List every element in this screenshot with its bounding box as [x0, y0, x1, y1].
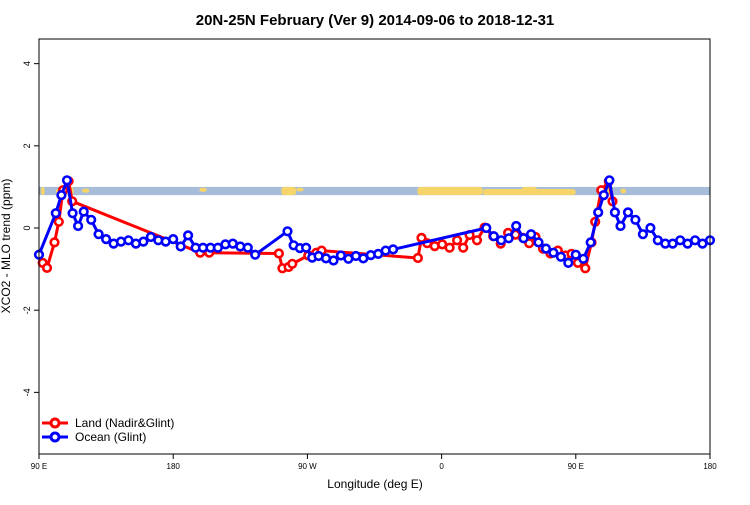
- legend-item-ocean: Ocean (Glint): [42, 430, 146, 444]
- ocean-data-point: [570, 249, 581, 260]
- chart-title: 20N-25N February (Ver 9) 2014-09-06 to 2…: [196, 12, 555, 29]
- land-data-point: [49, 237, 60, 248]
- legend-ocean-label: Ocean (Glint): [75, 430, 146, 444]
- ocean-data-point: [301, 242, 312, 253]
- ocean-data-point: [488, 231, 499, 242]
- ocean-data-point: [175, 241, 186, 252]
- ocean-data-point: [518, 233, 529, 244]
- ocean-data-point: [585, 237, 596, 248]
- ocean-data-point: [78, 206, 89, 217]
- ocean-data-point: [388, 244, 399, 255]
- x-tick-label: 90 E: [31, 462, 47, 471]
- ocean-data-point: [72, 220, 84, 232]
- ocean-data-point: [328, 255, 339, 266]
- legend-land-swatch-marker: [49, 417, 61, 429]
- land-data-point: [412, 252, 424, 264]
- legend-ocean-swatch-marker: [49, 431, 61, 443]
- land-region: [199, 187, 207, 192]
- ocean-data-point: [555, 251, 567, 262]
- legend: Land (Nadir&Glint) Ocean (Glint): [42, 416, 174, 444]
- ocean-data-point: [637, 229, 649, 240]
- x-axis: 90 E 180 90 W 0 90 E 180: [31, 454, 717, 471]
- ocean-data-point: [598, 190, 609, 201]
- y-tick-label: -2: [22, 306, 32, 314]
- legend-item-land: Land (Nadir&Glint): [42, 416, 174, 430]
- land-data-point: [41, 262, 53, 274]
- x-axis-label: Longitude (deg E): [327, 477, 422, 491]
- y-tick-label: 0: [22, 226, 32, 231]
- ocean-data-point: [540, 243, 552, 254]
- x-tick-label: 90 W: [298, 462, 317, 471]
- land-region: [81, 188, 90, 193]
- ocean-data-point: [61, 175, 73, 186]
- ocean-data-point: [578, 253, 589, 264]
- ocean-data-point: [100, 234, 112, 245]
- ocean-data-point: [511, 220, 522, 232]
- ocean-data-point: [242, 242, 253, 253]
- land-data-point: [458, 242, 469, 253]
- ocean-data-point: [525, 229, 537, 240]
- ocean-data-point: [503, 233, 514, 244]
- x-tick-label: 180: [703, 462, 717, 471]
- land-data-point: [452, 235, 463, 246]
- land-data-point: [580, 263, 591, 274]
- y-axis-label: XCO2 - MLO trend (ppm): [0, 179, 13, 314]
- ocean-data-point: [250, 249, 261, 260]
- x-tick-label: 0: [439, 462, 444, 471]
- y-axis: -4 -2 0 2 4: [22, 61, 39, 396]
- ocean-data-point: [56, 190, 67, 201]
- legend-land-label: Land (Nadir&Glint): [75, 416, 174, 430]
- ocean-data-point: [50, 208, 61, 219]
- ocean-data-point: [183, 230, 194, 241]
- x-tick-label: 180: [167, 462, 181, 471]
- y-tick-label: 2: [22, 143, 32, 148]
- land-region: [40, 186, 45, 196]
- ocean-data-point: [93, 229, 104, 240]
- ocean-data-point: [282, 226, 293, 237]
- ocean-band: [39, 186, 710, 196]
- x-tick-label: 90 E: [568, 462, 584, 471]
- land-region: [482, 188, 576, 196]
- plot-frame: [38, 38, 711, 455]
- ocean-data-point: [645, 222, 656, 234]
- series-group: [33, 175, 716, 274]
- ocean-data-point: [481, 222, 492, 234]
- ocean-data-point: [168, 234, 179, 245]
- land-data-point: [287, 258, 298, 269]
- land-region: [417, 186, 483, 196]
- ocean-data-point: [593, 207, 604, 218]
- y-tick-label: -4: [22, 388, 32, 396]
- land-data-point: [444, 242, 455, 253]
- land-data-point: [53, 216, 64, 227]
- ocean-data-point: [67, 208, 78, 219]
- land-data-point: [273, 248, 285, 259]
- ocean-data-point: [533, 237, 544, 248]
- ocean-data-point: [622, 207, 634, 218]
- ocean-data-point: [138, 236, 149, 247]
- ocean-data-point: [630, 214, 641, 225]
- ocean-data-point: [604, 175, 615, 186]
- land-region: [281, 186, 297, 196]
- ocean-data-point: [548, 247, 559, 258]
- land-data-point: [471, 235, 483, 246]
- land-region: [296, 187, 304, 192]
- ocean-data-point: [609, 207, 621, 218]
- y-tick-label: 4: [22, 61, 32, 66]
- land-region: [521, 186, 537, 191]
- ocean-data-point: [563, 257, 574, 269]
- ocean-data-point: [615, 220, 626, 232]
- ocean-data-point: [86, 214, 97, 225]
- land-region: [620, 188, 627, 194]
